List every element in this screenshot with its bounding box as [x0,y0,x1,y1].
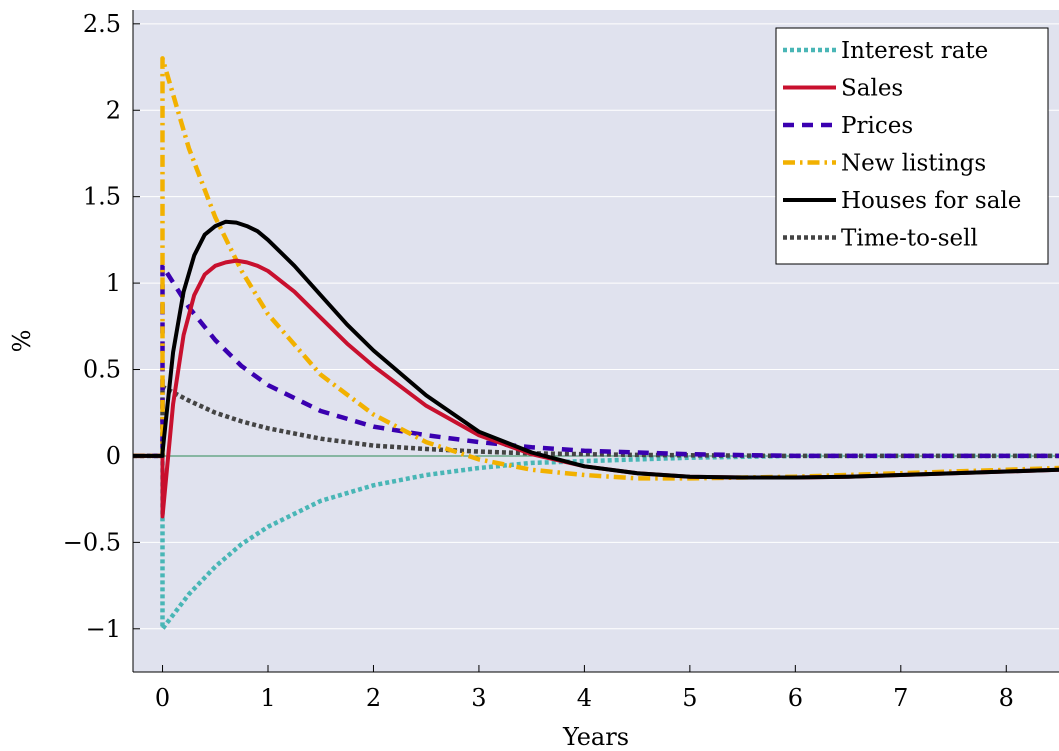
x-tick-label: 7 [893,684,908,712]
y-tick-label: 2.5 [83,10,121,38]
x-tick-label: 4 [577,684,592,712]
x-tick-label: 0 [155,684,170,712]
legend-label: Sales [841,76,903,102]
y-tick-label: 0 [106,442,121,470]
x-tick-label: 5 [682,684,697,712]
legend-label: Houses for sale [841,188,1021,214]
x-tick-label: 8 [999,684,1014,712]
legend-label: Time-to-sell [841,226,978,252]
series-line-prices [133,263,1059,459]
gridlines [133,23,1059,630]
x-tick-label: 2 [366,684,381,712]
y-tick-label: 0.5 [83,356,121,384]
axes: 0 1 2 3 4 5 6 7 8 −1 −0.5 0 0.5 1 1.5 2 2.5 [63,10,1059,712]
legend-label: Interest rate [841,38,988,64]
x-axis-label: Years [562,723,629,751]
legend-label: New listings [841,151,986,177]
series-lines [133,56,1059,632]
y-tick-label: −1 [86,615,121,643]
series-line-time-to-sell [133,384,1059,459]
series-line-houses-for-sale [133,219,1059,480]
y-tick-label: 1 [106,269,121,297]
x-tick-label: 3 [471,684,486,712]
legend: Interest rate Sales Prices New listings Hous… [775,27,1049,265]
y-tick-label: 1.5 [83,183,121,211]
x-tick-label: 6 [788,684,803,712]
y-tick-label: 2 [106,96,121,124]
y-axis-label: % [8,330,36,353]
legend-label: Prices [841,113,913,139]
legend-box [775,27,1049,265]
x-tick-label: 1 [260,684,275,712]
y-tick-label: −0.5 [63,528,121,556]
